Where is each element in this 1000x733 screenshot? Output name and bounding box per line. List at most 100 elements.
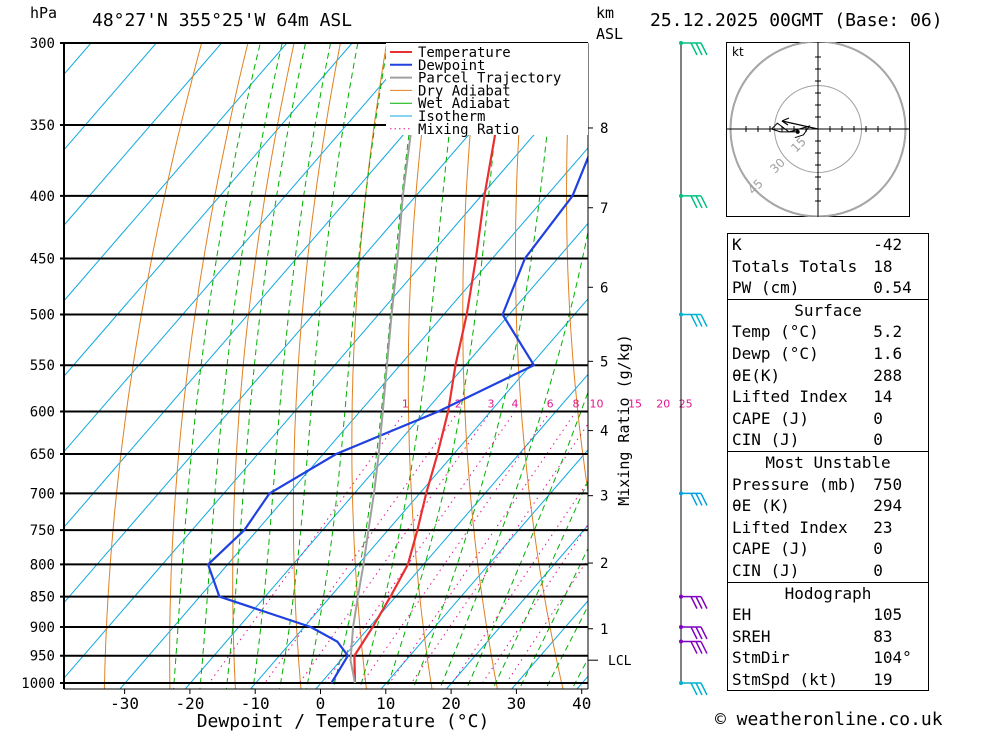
wet-adiabat-line (385, 43, 506, 689)
index-row: CAPE (J) 0 (728, 408, 928, 430)
index-section-title: Hodograph (728, 581, 928, 605)
index-label: SREH (732, 626, 771, 646)
wet-adiabat-line (545, 605, 588, 689)
temp-tick-label: -30 (110, 694, 139, 713)
index-label: CIN (J) (732, 430, 800, 450)
dry-adiabat-line (232, 43, 295, 689)
wind-barb (679, 639, 708, 654)
hodograph-unit: kt (732, 45, 744, 59)
pressure-tick-label: 950 (30, 649, 55, 665)
index-row: Temp (°C) 5.2 (728, 321, 928, 343)
legend-entry: Isotherm (418, 109, 485, 125)
dry-adiabat-line (292, 43, 341, 689)
wet-adiabat-line (279, 43, 359, 689)
wind-barbs (679, 41, 708, 696)
mixing-ratio-label: 1 (402, 397, 409, 410)
index-label: Totals Totals (732, 256, 858, 276)
index-value: 750 (873, 474, 903, 494)
pressure-tick-label: 900 (30, 620, 55, 636)
index-label: EH (732, 605, 752, 625)
dry-adiabat-line (515, 43, 564, 689)
index-label: StmDir (732, 648, 790, 668)
wind-barb (679, 41, 708, 56)
index-section-title: Most Unstable (728, 450, 928, 474)
mixing-ratio-line (361, 411, 551, 684)
wind-barb (679, 594, 708, 609)
pressure-tick-label: 700 (30, 486, 55, 502)
isotherm-line (380, 449, 588, 689)
parcel-trajectory-curve (349, 77, 422, 684)
wet-adiabat-line (199, 43, 283, 689)
pressure-tick-label: 550 (30, 358, 55, 374)
temp-tick-label: 0 (316, 694, 326, 713)
index-label: K (732, 235, 742, 254)
index-value: 105 (873, 605, 903, 625)
mixing-ratio-axis-title: Mixing Ratio (g/kg) (615, 334, 633, 506)
pressure-tick-label: 400 (30, 189, 55, 205)
dry-adiabat-line (986, 25, 1000, 699)
index-value: 83 (873, 626, 893, 646)
pressure-tick-label: 500 (30, 308, 55, 324)
mixing-ratio-label: 20 (656, 397, 670, 410)
mixing-ratio-label: 10 (590, 397, 604, 410)
index-label: CAPE (J) (732, 539, 810, 559)
lcl-label: LCL (608, 654, 632, 669)
pressure-tick-label: 800 (30, 557, 55, 573)
mixing-ratio-label: 4 (511, 397, 518, 410)
index-label: CAPE (J) (732, 408, 810, 428)
x-axis-title: Dewpoint / Temperature (°C) (197, 711, 490, 732)
km-unit-label: km (596, 4, 615, 22)
km-tick-label: 6 (600, 280, 608, 296)
wet-adiabat-line (465, 390, 588, 689)
index-row: EH 105 (728, 604, 928, 626)
index-label: Pressure (mb) (732, 474, 858, 494)
km-tick-label: 3 (600, 489, 608, 505)
index-value: 18 (873, 256, 893, 276)
index-row: CIN (J) 0 (728, 560, 928, 582)
mixing-ratio-line (451, 480, 588, 684)
index-label: PW (cm) (732, 278, 800, 298)
index-label: Temp (°C) (732, 322, 819, 342)
dry-adiabat-line (169, 43, 249, 689)
pressure-tick-label: 300 (30, 36, 55, 52)
dry-adiabat-line (407, 43, 434, 689)
isotherm-line (64, 43, 288, 302)
credit-label: © weatheronline.co.uk (715, 709, 943, 730)
temperature-curve (353, 43, 510, 684)
index-label: Dewp (°C) (732, 343, 819, 363)
km-tick-label: 1 (600, 622, 608, 638)
pressure-tick-label: 600 (30, 404, 55, 420)
wet-adiabat-line (439, 229, 588, 689)
mixing-ratio-line (482, 523, 588, 684)
isotherm-line (64, 43, 222, 226)
km-tick-label: 4 (600, 424, 608, 440)
asl-unit-label: ASL (596, 25, 624, 43)
wet-adiabat-line (332, 43, 423, 689)
mixing-ratio-line (389, 411, 577, 684)
dewpoint-curve (206, 154, 588, 684)
index-section-header: Hodograph (728, 581, 928, 605)
wind-barb (679, 193, 708, 209)
wet-adiabat-line (412, 43, 558, 689)
legend-entry: Temperature (418, 45, 511, 61)
mixing-ratio-label: 2 (455, 397, 462, 410)
wet-adiabat-line (492, 479, 588, 689)
mixing-ratio-label: 6 (547, 397, 554, 410)
index-value: 0 (873, 430, 883, 450)
index-value: 14 (873, 387, 893, 407)
chart-axes: 1 2 3 4 6 8 10 15 20 2530035040045050055060065070… (21, 36, 692, 732)
index-value: 288 (873, 365, 903, 385)
datetime-label: 25.12.2025 00GMT (Base: 06) (650, 10, 943, 31)
index-row: StmSpd (kt) 19 (728, 669, 928, 691)
pressure-tick-label: 650 (30, 447, 55, 463)
legend-entry: Mixing Ratio (418, 122, 519, 138)
index-value: 0 (873, 539, 883, 559)
index-value: 0 (873, 408, 883, 428)
mixing-ratio-line (324, 411, 516, 684)
wet-adiabat-line (252, 43, 332, 689)
km-tick-label: 8 (600, 121, 608, 137)
index-row: θE(K) 288 (728, 365, 928, 387)
